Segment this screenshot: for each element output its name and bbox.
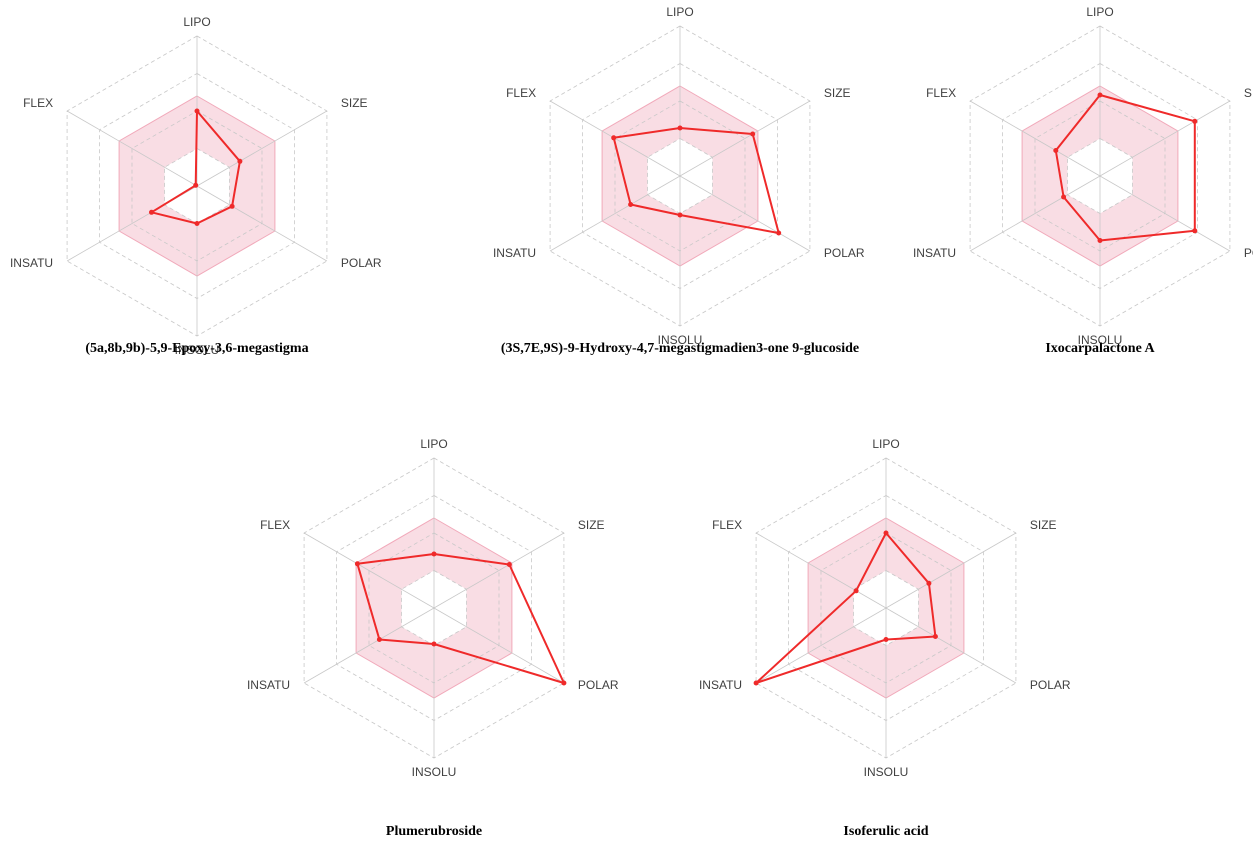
axis-spoke-flex (969, 100, 1101, 177)
data-point-size (1192, 118, 1198, 124)
axis-spoke-polar (433, 607, 565, 684)
chart-title: Ixocarpalactone A (1045, 341, 1155, 356)
axis-spoke-flex (303, 532, 435, 609)
axis-label-flex: FLEX (712, 518, 742, 532)
axis-spoke-size (885, 532, 1017, 609)
axis-label-flex: FLEX (23, 96, 53, 110)
optimal-range-band (356, 518, 512, 698)
radar-chart-ixocarpalactone-a: LIPO SIZE POLAR INSOLU INSATU FLEX Ixocarpalac… (913, 5, 1253, 356)
axis-label-insatu: INSATU (699, 678, 742, 692)
axis-label-size: SIZE (824, 86, 851, 100)
axis-spoke-size (433, 532, 565, 609)
axis-label-lipo: LIPO (183, 15, 210, 29)
data-point-insolu (883, 637, 889, 642)
radar-chart-epoxy-megastigma: LIPO SIZE POLAR INSOLU INSATU FLEX (5a,8b,9b)-… (10, 15, 382, 357)
data-point-flex (853, 588, 859, 594)
data-point-insolu (431, 641, 437, 647)
axis-label-insolu: INSOLU (175, 343, 220, 357)
data-point-flex (611, 135, 617, 141)
axis-spoke-polar (1099, 175, 1231, 252)
chart-title: (5a,8b,9b)-5,9-Epoxy-3,6-megastigma (85, 341, 308, 356)
axis-label-size: SIZE (578, 518, 605, 532)
data-point-polar (932, 634, 938, 639)
data-point-insolu (1097, 238, 1103, 243)
axis-spoke-insatu (755, 607, 887, 684)
data-point-flex (1053, 148, 1059, 153)
axis-label-polar: POLAR (1030, 678, 1071, 692)
axis-spoke-polar (679, 175, 811, 252)
axis-spoke-insatu (549, 175, 681, 252)
axis-label-insolu: INSOLU (658, 333, 703, 347)
axis-spoke-flex (66, 110, 198, 187)
radar-chart-hydroxy-megastigmadien-glucoside: LIPO SIZE POLAR INSOLU INSATU FLEX (3S,7E,9S)-… (493, 5, 865, 356)
axis-label-insatu: INSATU (913, 246, 956, 260)
data-point-polar (1192, 228, 1198, 234)
axis-label-polar: POLAR (824, 246, 865, 260)
axis-label-insolu: INSOLU (864, 765, 909, 779)
chart-title: Plumerubroside (386, 824, 482, 839)
data-point-insatu (149, 209, 154, 215)
axis-label-polar: POLAR (1244, 246, 1253, 260)
radar-chart-isoferulic-acid: LIPO SIZE POLAR INSOLU INSATU FLEX Isoferulic … (699, 437, 1071, 839)
data-point-insolu (194, 221, 200, 226)
axis-label-polar: POLAR (341, 256, 382, 270)
data-point-lipo (194, 108, 200, 114)
optimal-range-band (119, 96, 275, 276)
axis-spoke-size (1099, 100, 1231, 177)
axis-label-polar: POLAR (578, 678, 619, 692)
data-point-flex (193, 182, 199, 188)
axis-spoke-insatu (303, 607, 435, 684)
axis-label-lipo: LIPO (872, 437, 899, 451)
optimal-range-band (1022, 86, 1178, 266)
axis-label-flex: FLEX (260, 518, 290, 532)
axis-label-lipo: LIPO (1086, 5, 1113, 19)
data-point-size (750, 131, 756, 137)
axis-spoke-flex (755, 532, 887, 609)
axis-label-lipo: LIPO (420, 437, 447, 451)
axis-label-insolu: INSOLU (1078, 333, 1123, 347)
axis-label-lipo: LIPO (666, 5, 693, 19)
data-point-lipo (431, 551, 437, 557)
data-point-size (926, 580, 932, 586)
axis-label-size: SIZE (1030, 518, 1057, 532)
data-point-size (237, 158, 243, 164)
axis-label-flex: FLEX (506, 86, 536, 100)
data-point-lipo (677, 125, 683, 131)
data-point-insatu (1061, 194, 1067, 200)
radar-chart-plumerubroside: LIPO SIZE POLAR INSOLU INSATU FLEX Plumerubros… (247, 437, 619, 839)
data-point-polar (776, 230, 782, 236)
axis-label-insatu: INSATU (10, 256, 53, 270)
data-point-size (506, 562, 512, 567)
data-point-insatu (376, 637, 382, 642)
axis-label-size: SIZE (1244, 86, 1253, 100)
axis-spoke-size (679, 100, 811, 177)
data-point-polar (229, 203, 235, 209)
data-point-polar (561, 680, 567, 686)
data-point-lipo (1097, 92, 1103, 98)
data-point-insatu (753, 680, 759, 686)
data-point-insolu (677, 212, 683, 218)
axis-spoke-polar (196, 185, 328, 262)
data-point-flex (354, 561, 360, 567)
data-point-insatu (628, 202, 634, 207)
axis-label-insatu: INSATU (247, 678, 290, 692)
data-point-lipo (883, 530, 889, 536)
axis-label-flex: FLEX (926, 86, 956, 100)
axis-label-size: SIZE (341, 96, 368, 110)
axis-spoke-insatu (969, 175, 1101, 252)
axis-label-insatu: INSATU (493, 246, 536, 260)
axis-spoke-polar (885, 607, 1017, 684)
chart-title: (3S,7E,9S)-9-Hydroxy-4,7-megastigmadien3… (501, 341, 859, 356)
chart-title: Isoferulic acid (843, 824, 928, 839)
axis-spoke-size (196, 110, 328, 187)
axis-label-insolu: INSOLU (412, 765, 457, 779)
